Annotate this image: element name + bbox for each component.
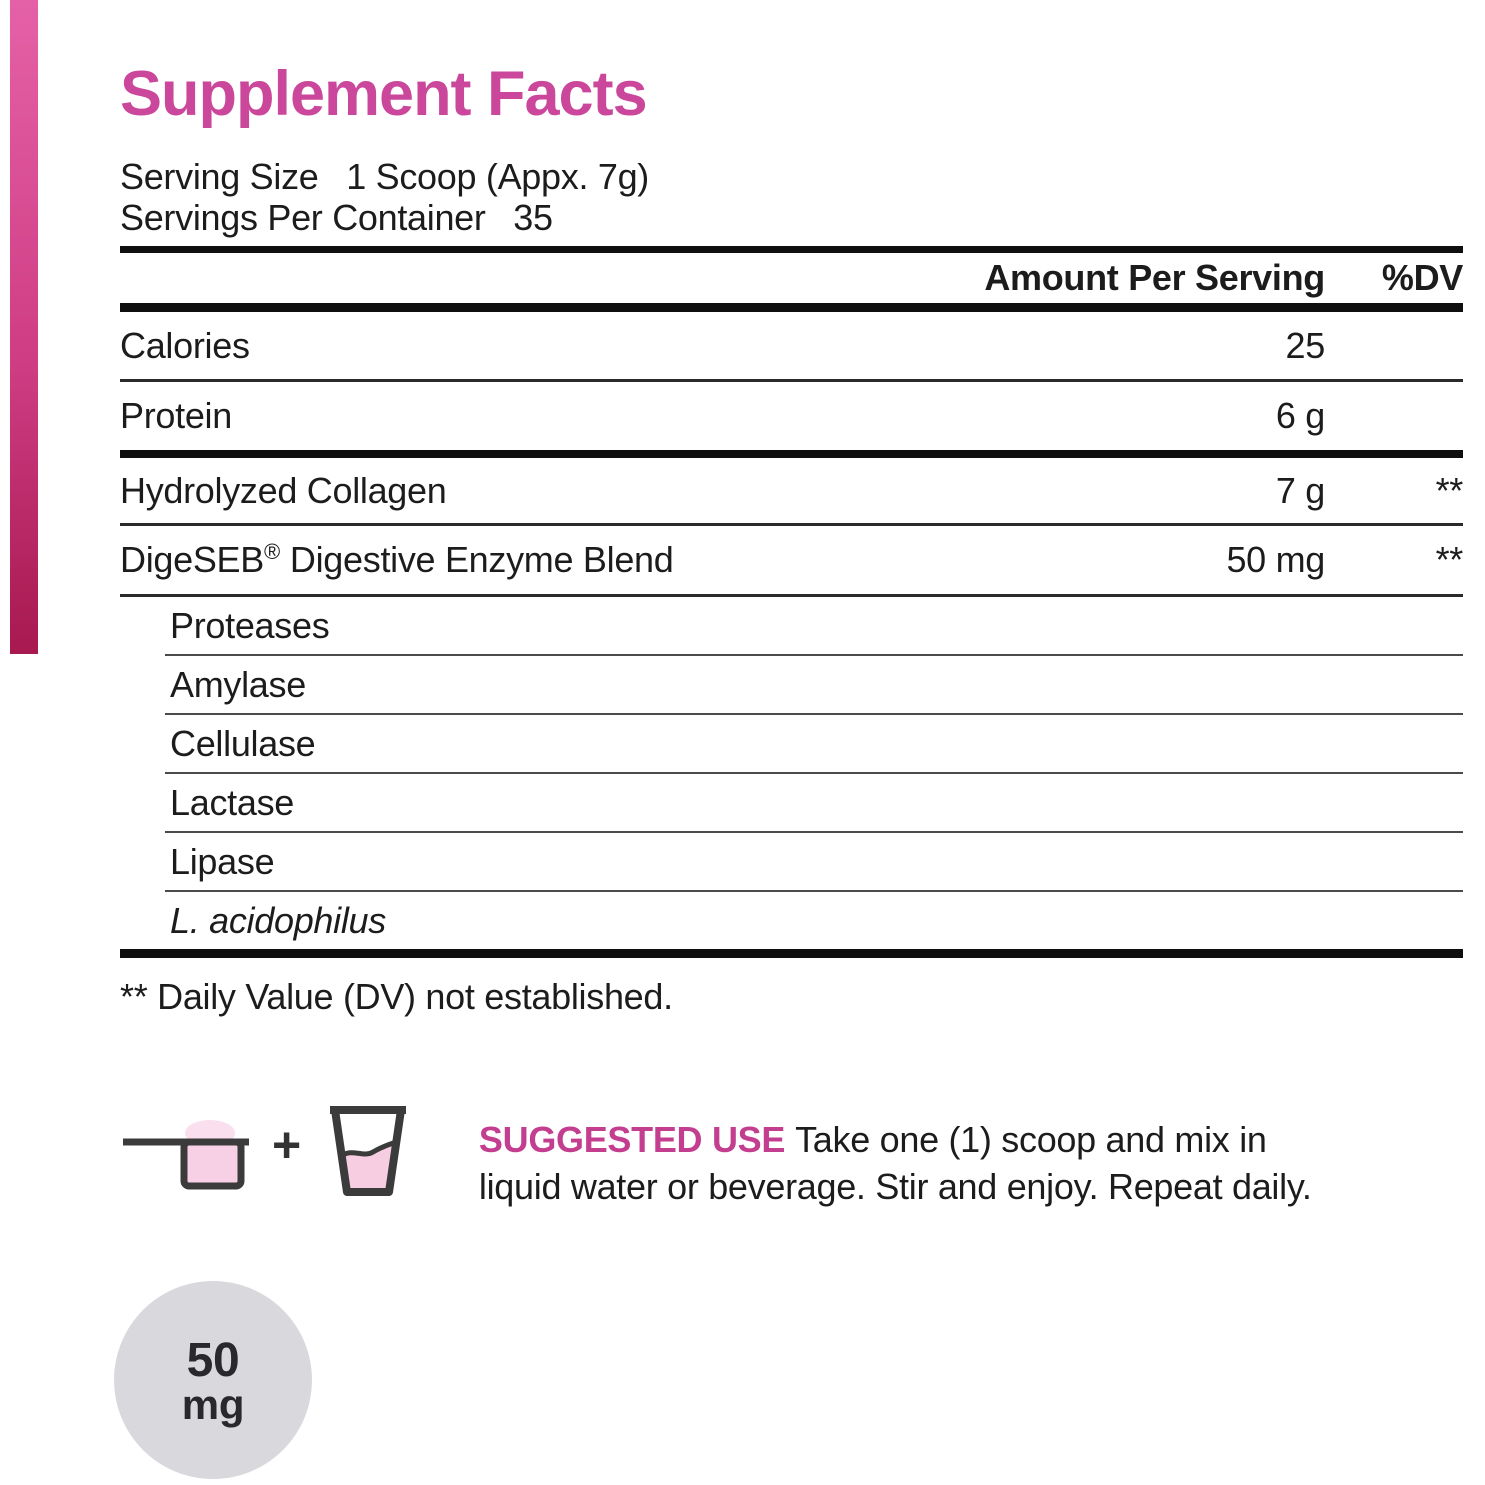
serving-info: Serving Size 1 Scoop (Appx. 7g) Servings… [120,156,1463,238]
table-row-digeseb-blend: DigeSEB® Digestive Enzyme Blend 50 mg ** [120,526,1463,594]
table-row-protein: Protein 6 g [120,382,1463,450]
sub-row-cellulase: Cellulase [165,715,1463,774]
suggested-use-line2: liquid water or beverage. Stir and enjoy… [478,1166,1312,1207]
enzyme-name: L. acidophilus [170,899,386,941]
serving-size-label: Serving Size [120,156,319,197]
table-row-hydrolyzed-collagen: Hydrolyzed Collagen 7 g ** [120,458,1463,523]
percent-dv-header: %DV [1381,257,1463,298]
left-accent-bar [10,0,38,654]
header-bottom-rule [120,303,1463,312]
table-header-row: Amount Per Serving %DV [120,253,1463,303]
row-divider [120,523,1463,526]
plus-icon: + [272,1117,301,1173]
servings-per-container-value: 35 [513,197,553,238]
nutrient-amount: 7 g [1275,469,1325,511]
servings-per-container-line: Servings Per Container 35 [120,197,1463,238]
daily-value-footnote: ** Daily Value (DV) not established. [120,976,673,1017]
dosage-badge: 50 mg [114,1281,312,1479]
enzyme-name: Lactase [170,781,294,823]
serving-size-value: 1 Scoop (Appx. 7g) [346,156,649,197]
suggested-use-text: SUGGESTED USE Take one (1) scoop and mix … [479,1116,1399,1210]
sub-row-lactase: Lactase [165,774,1463,833]
suggested-use-label: SUGGESTED USE [478,1119,786,1160]
label-content: Supplement Facts Serving Size 1 Scoop (A… [120,0,1463,1210]
nutrient-name: Hydrolyzed Collagen [120,469,447,511]
sub-row-amylase: Amylase [165,656,1463,715]
glass-icon [327,1104,409,1203]
enzyme-name: Lipase [170,840,275,882]
suggested-use-section: + SUGGESTED USE Take one (1) scoop and mi… [120,1102,1463,1210]
blend-name-rest: Digestive Enzyme Blend [280,539,674,580]
section-divider-rule [120,450,1463,458]
sub-row-proteases: Proteases [165,597,1463,656]
nutrient-dv: ** [1435,469,1464,511]
serving-size-line: Serving Size 1 Scoop (Appx. 7g) [120,156,1463,197]
suggested-use-line1: Take one (1) scoop and mix in [795,1119,1267,1160]
nutrient-name: Calories [120,324,250,366]
sub-row-l-acidophilus: L. acidophilus [165,892,1463,949]
nutrient-amount: 6 g [1275,395,1325,436]
enzyme-blend-components: Proteases Amylase Cellulase Lactase Lipa… [165,597,1463,949]
scoop-icon [120,1118,252,1201]
servings-per-container-label: Servings Per Container [120,197,486,238]
enzyme-name: Cellulase [170,722,316,764]
row-divider [120,379,1463,382]
dosage-badge-value: 50 [186,1334,240,1387]
sub-row-lipase: Lipase [165,833,1463,892]
enzyme-name: Amylase [170,663,306,705]
blend-name: DigeSEB [120,539,264,580]
nutrient-name: DigeSEB® Digestive Enzyme Blend [120,539,1226,581]
table-top-rule [120,246,1463,253]
nutrient-amount: 50 mg [1226,539,1325,580]
registered-trademark-symbol: ® [263,539,281,564]
enzyme-name: Proteases [170,604,330,646]
nutrient-amount: 25 [1285,324,1326,366]
nutrient-name: Protein [120,395,232,436]
row-divider [120,594,1463,597]
amount-per-serving-header: Amount Per Serving [984,257,1325,298]
table-row-calories: Calories 25 [120,312,1463,379]
dosage-badge-unit: mg [181,1381,245,1428]
nutrient-dv: ** [1435,539,1464,580]
table-bottom-rule [120,949,1463,958]
page-title: Supplement Facts [120,59,648,129]
